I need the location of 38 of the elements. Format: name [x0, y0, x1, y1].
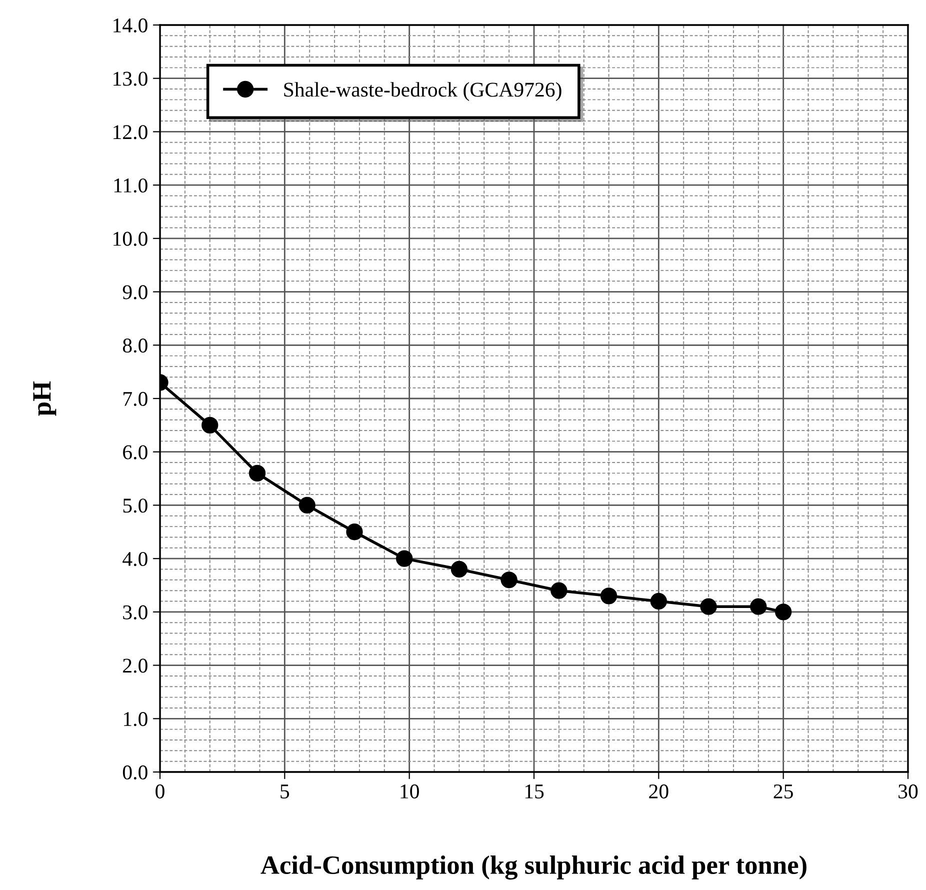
point: [500, 572, 518, 588]
y-tick-label: 1.0: [124, 712, 148, 726]
point: [550, 582, 568, 599]
legend-label: Shale-waste-bedrock (GCA9726): [284, 82, 562, 101]
point: [248, 464, 266, 482]
x-tick-label: 30: [898, 784, 918, 798]
point: [650, 592, 667, 610]
y-tick-label: 3.0: [123, 605, 148, 620]
y-tick-label: 14.0: [114, 18, 148, 33]
x-tick-label: 15: [525, 784, 544, 798]
y-tick-label: 13.0: [114, 72, 148, 86]
x-tick-label: 5: [280, 784, 290, 798]
point: [396, 550, 413, 567]
point: [450, 560, 468, 578]
x-tick-label: 25: [774, 784, 793, 798]
y-tick-label: 5.0: [123, 498, 148, 513]
x-tick-label: 10: [400, 784, 419, 798]
point: [298, 496, 316, 514]
y-tick-label: 2.0: [123, 658, 148, 673]
x-tick-label: 0: [156, 784, 164, 798]
y-axis-title: pH: [33, 381, 56, 416]
y-tick-label: 0.0: [122, 765, 148, 780]
y-tick-label: 7.0: [124, 392, 148, 406]
x-tick-label: 20: [649, 784, 668, 798]
point: [346, 524, 363, 540]
y-tick-label: 11.0: [114, 178, 148, 193]
point: [775, 604, 792, 620]
x-axis-title: Acid-Consumption (kg sulphuric acid per tonne): [260, 855, 806, 880]
y-tick-label: 12.0: [114, 125, 148, 140]
point: [750, 598, 767, 615]
y-tick-label: 9.0: [122, 285, 148, 300]
y-tick-label: 8.0: [122, 338, 148, 353]
point: [700, 598, 717, 615]
y-tick-label: 4.0: [122, 552, 148, 566]
point: [600, 588, 618, 604]
y-tick-label: 6.0: [123, 445, 148, 460]
point: [202, 416, 218, 434]
y-tick-label: 10.0: [114, 232, 148, 246]
